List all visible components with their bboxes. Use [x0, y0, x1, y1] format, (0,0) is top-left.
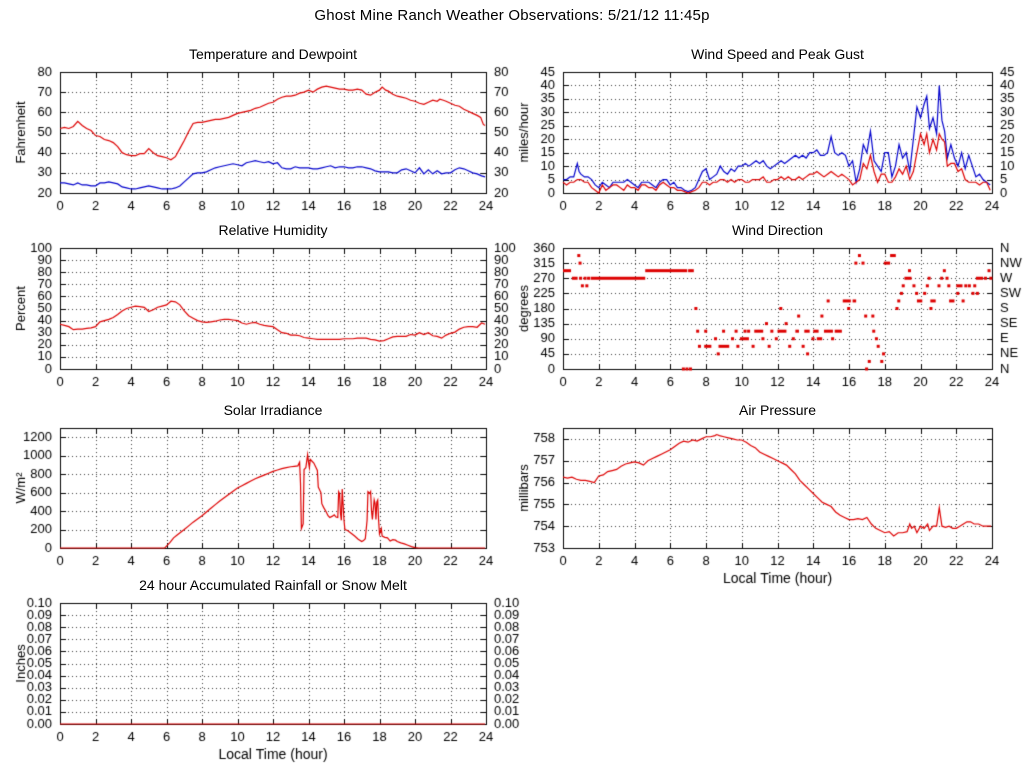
- chart-title-solar-irradiance: Solar Irradiance: [223, 402, 323, 418]
- chart-title-air-pressure: Air Pressure: [738, 402, 817, 418]
- chart-title-relative-humidity: Relative Humidity: [218, 222, 328, 238]
- chart-title-rainfall: 24 hour Accumulated Rainfall or Snow Mel…: [139, 577, 407, 593]
- chart-title-wind-direction: Wind Direction: [731, 222, 824, 238]
- chart-title-temperature-dewpoint: Temperature and Dewpoint: [188, 46, 358, 62]
- chart-title-wind-speed-gust: Wind Speed and Peak Gust: [691, 46, 864, 62]
